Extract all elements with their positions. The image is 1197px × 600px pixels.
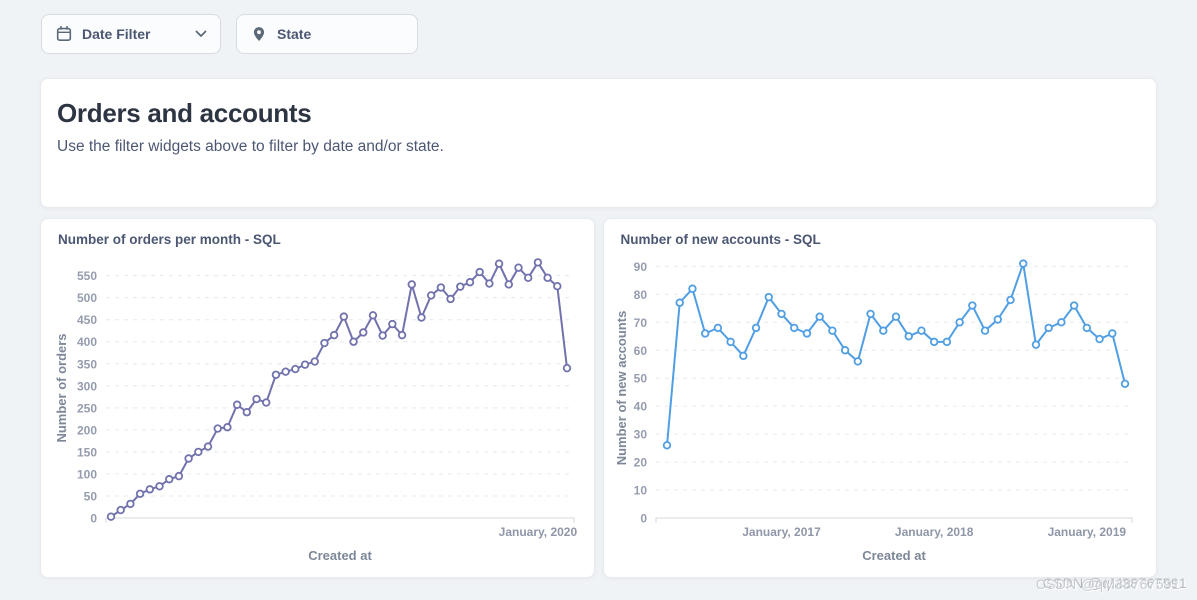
- svg-text:350: 350: [77, 357, 97, 371]
- svg-text:20: 20: [633, 456, 647, 470]
- accounts-line-chart[interactable]: 0 10 20 30 40 50 60 70 80 90 January, 2017 January,…: [616, 250, 1146, 564]
- svg-text:Created at: Created at: [308, 548, 372, 563]
- svg-text:80: 80: [633, 288, 647, 302]
- state-filter-label: State: [277, 26, 312, 42]
- svg-text:450: 450: [77, 313, 97, 327]
- chevron-down-icon: [195, 30, 207, 37]
- svg-text:January, 2017: January, 2017: [742, 525, 821, 539]
- svg-text:200: 200: [77, 423, 97, 437]
- svg-text:0: 0: [640, 512, 647, 526]
- svg-text:550: 550: [77, 269, 97, 283]
- date-filter-widget[interactable]: Date Filter: [41, 14, 221, 54]
- filter-bar: Date Filter State: [0, 0, 1197, 54]
- svg-text:500: 500: [77, 291, 97, 305]
- svg-text:30: 30: [633, 428, 647, 442]
- svg-text:90: 90: [633, 260, 647, 274]
- dashboard-subtitle: Use the filter widgets above to filter b…: [57, 138, 444, 155]
- svg-text:250: 250: [77, 401, 97, 415]
- svg-text:Number of new accounts: Number of new accounts: [616, 311, 629, 466]
- calendar-icon: [56, 26, 72, 42]
- orders-line-chart[interactable]: 0 50 100 150 200 250 300 350 400 450 500 550 January…: [53, 250, 583, 564]
- svg-text:300: 300: [77, 379, 97, 393]
- watermark-text: CSDN @qM38767591: [1042, 575, 1187, 591]
- location-pin-icon: [253, 27, 265, 41]
- state-filter-widget[interactable]: State: [236, 14, 418, 54]
- accounts-chart-title: Number of new accounts - SQL: [620, 232, 821, 247]
- svg-text:150: 150: [77, 445, 97, 459]
- svg-text:70: 70: [633, 316, 647, 330]
- svg-text:January, 2019: January, 2019: [1047, 525, 1126, 539]
- svg-text:40: 40: [633, 400, 647, 414]
- svg-text:60: 60: [633, 344, 647, 358]
- svg-text:10: 10: [633, 484, 647, 498]
- svg-text:January, 2020: January, 2020: [499, 525, 578, 539]
- orders-chart-card: Number of orders per month - SQL 0 50 100 1…: [40, 218, 595, 578]
- svg-text:400: 400: [77, 335, 97, 349]
- dashboard-header-card: Orders and accounts Use the filter widge…: [40, 78, 1157, 208]
- dashboard-title: Orders and accounts: [57, 98, 312, 128]
- watermark-text-copy: CSDN @qM38767591: [1035, 576, 1180, 592]
- svg-text:Created at: Created at: [862, 548, 926, 563]
- svg-text:0: 0: [90, 512, 97, 526]
- accounts-chart-card: Number of new accounts - SQL 0 10 20 30 40 50…: [602, 218, 1157, 578]
- svg-text:Number of orders: Number of orders: [54, 333, 69, 442]
- svg-text:January, 2018: January, 2018: [894, 525, 973, 539]
- svg-text:100: 100: [77, 467, 97, 481]
- watermark: CSDN @qM38767591 CSDN @qM38767591: [1036, 575, 1187, 593]
- svg-text:50: 50: [633, 372, 647, 386]
- orders-chart-title: Number of orders per month - SQL: [58, 232, 281, 247]
- svg-text:50: 50: [84, 489, 98, 503]
- charts-row: Number of orders per month - SQL 0 50 100 1…: [40, 218, 1157, 578]
- date-filter-label: Date Filter: [82, 26, 151, 42]
